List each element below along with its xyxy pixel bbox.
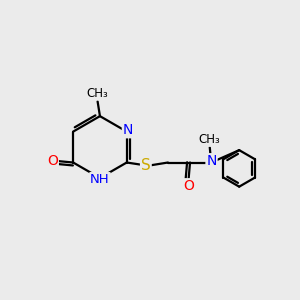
Text: O: O (183, 179, 194, 193)
Text: N: N (123, 123, 133, 137)
Text: N: N (206, 154, 217, 168)
Text: CH₃: CH₃ (198, 133, 220, 146)
Text: O: O (47, 154, 58, 168)
Text: NH: NH (90, 173, 110, 186)
Text: CH₃: CH₃ (86, 87, 108, 100)
Text: S: S (141, 158, 151, 173)
